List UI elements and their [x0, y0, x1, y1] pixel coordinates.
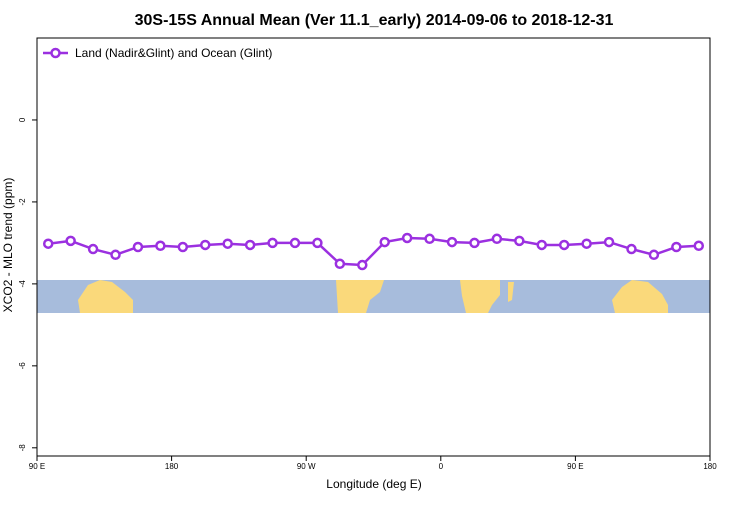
y-tick-label: -4: [18, 280, 27, 288]
data-point: [222, 238, 233, 249]
data-point: [446, 236, 458, 248]
data-point: [132, 241, 144, 253]
data-point: [155, 240, 166, 252]
data-point: [244, 239, 256, 251]
data-point: [671, 241, 682, 253]
data-point: [334, 258, 346, 270]
data-point: [424, 233, 435, 245]
y-tick-label: -2: [18, 198, 27, 206]
y-tick-label: 0: [18, 117, 27, 122]
x-tick-label: 0: [439, 462, 444, 471]
data-point: [42, 238, 54, 249]
x-axis-label: Longitude (deg E): [326, 477, 421, 491]
data-point: [581, 238, 592, 249]
data-point: [648, 249, 660, 261]
plot-frame: [36, 37, 711, 457]
data-point: [357, 259, 368, 271]
data-point: [626, 243, 637, 255]
data-point: [603, 236, 615, 248]
x-tick-label: 90 W: [297, 462, 316, 471]
data-point: [536, 239, 547, 251]
data-point: [469, 237, 480, 249]
legend-label: Land (Nadir&Glint) and Ocean (Glint): [75, 46, 272, 60]
data-point: [558, 239, 570, 251]
chart-title: 30S-15S Annual Mean (Ver 11.1_early) 201…: [135, 12, 614, 29]
data-point: [289, 237, 301, 249]
x-tick-label: 180: [703, 462, 717, 471]
map-strip: [37, 280, 710, 313]
x-tick-label: 180: [165, 462, 179, 471]
data-point: [379, 236, 390, 248]
x-tick-label: 90 E: [29, 462, 45, 471]
legend-marker: [50, 47, 61, 59]
data-point: [110, 249, 121, 261]
data-point: [177, 241, 189, 253]
x-tick-label: 90 E: [567, 462, 583, 471]
data-point: [200, 239, 211, 251]
y-tick-label: -8: [18, 444, 27, 452]
data-point: [514, 235, 525, 247]
data-point: [87, 243, 99, 255]
y-axis-label: XCO2 - MLO trend (ppm): [1, 178, 15, 313]
data-point: [491, 233, 503, 245]
data-point: [693, 240, 705, 252]
data-point: [401, 232, 413, 244]
data-point: [267, 237, 278, 249]
data-point: [65, 235, 76, 247]
y-tick-label: -6: [18, 362, 27, 370]
data-point: [312, 237, 323, 249]
